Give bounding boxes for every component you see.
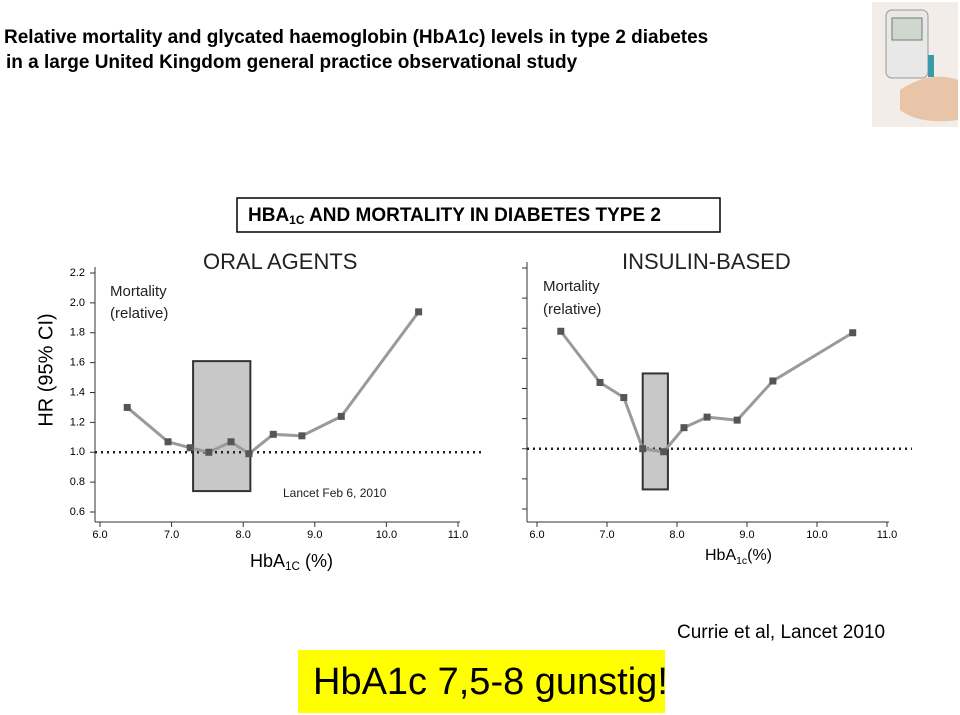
glucose-meter-photo <box>872 2 958 127</box>
annotation: Lancet Feb 6, 2010 <box>283 486 387 500</box>
x-label-sub: 1C <box>285 560 300 573</box>
y-tick-label: 2.0 <box>70 297 85 309</box>
chart-title: INSULIN-BASED <box>622 249 791 274</box>
data-point <box>205 448 213 456</box>
callout-box <box>298 650 665 713</box>
x-tick-label: 6.0 <box>529 529 544 541</box>
optimal-range-box <box>192 360 252 493</box>
y-tick-label: 2.2 <box>70 267 85 279</box>
data-point <box>639 445 647 453</box>
chart-title: ORAL AGENTS <box>203 249 357 274</box>
annotation: (relative) <box>543 301 601 318</box>
data-point <box>298 432 306 440</box>
annotation: Mortality <box>110 283 167 300</box>
x-tick-label: 7.0 <box>164 529 179 541</box>
y-tick-label: 0.8 <box>70 476 85 488</box>
citation: Currie et al, Lancet 2010 <box>677 622 885 643</box>
data-point <box>620 394 628 402</box>
data-point <box>245 450 253 458</box>
x-label-base: HbA <box>705 547 736 564</box>
data-point <box>680 424 688 432</box>
figure-title-box <box>236 197 721 233</box>
x-label-rest: (%) <box>300 551 333 571</box>
meter-screen <box>891 17 923 41</box>
title-base: HBA <box>248 205 289 226</box>
slide-title: Relative mortality and glycated haemoglo… <box>4 27 708 48</box>
x-axis-label: HbA1C (%) <box>250 551 333 573</box>
x-label-sub: 1c <box>736 556 747 567</box>
x-tick-label: 10.0 <box>376 529 397 541</box>
slide-title: in a large United Kingdom general practi… <box>6 52 578 73</box>
optimal-range-box <box>641 372 669 491</box>
strip <box>928 55 934 77</box>
x-tick-label: 7.0 <box>599 529 614 541</box>
figure-title: HBA1C AND MORTALITY IN DIABETES TYPE 2 <box>248 205 661 227</box>
y-tick-label: 1.6 <box>70 357 85 369</box>
series-line <box>126 310 420 456</box>
data-point <box>557 327 565 335</box>
series-line <box>559 330 854 454</box>
data-point <box>703 413 711 421</box>
y-tick-label: 1.4 <box>70 386 85 398</box>
data-point <box>596 378 604 386</box>
x-label-base: HbA <box>250 551 285 571</box>
data-point <box>733 416 741 424</box>
x-tick-label: 11.0 <box>877 529 898 541</box>
charts: ORAL AGENTS Mortality (relative) Lancet Feb… <box>35 249 912 573</box>
data-point <box>186 444 194 452</box>
y-tick-label: 1.8 <box>70 327 85 339</box>
x-tick-label: 8.0 <box>236 529 251 541</box>
data-point <box>415 308 423 316</box>
data-point <box>849 329 857 337</box>
hand <box>900 76 958 122</box>
x-tick-label: 9.0 <box>307 529 322 541</box>
data-point <box>269 430 277 438</box>
data-point <box>123 403 131 411</box>
y-tick-label: 0.6 <box>70 506 85 518</box>
data-point <box>227 438 235 446</box>
y-axis-label: HR (95% CI) <box>35 313 57 426</box>
x-label-rest: (%) <box>747 547 772 564</box>
y-tick-label: 1.0 <box>70 446 85 458</box>
data-point <box>337 412 345 420</box>
x-tick-label: 10.0 <box>806 529 827 541</box>
callout: HbA1c 7,5-8 gunstig! <box>313 661 668 703</box>
x-tick-label: 11.0 <box>448 529 469 541</box>
annotation: (relative) <box>110 305 168 322</box>
title-rest: AND MORTALITY IN DIABETES TYPE 2 <box>305 205 661 226</box>
annotation: Mortality <box>543 278 600 295</box>
data-point <box>769 377 777 385</box>
y-tick-label: 1.2 <box>70 416 85 428</box>
x-tick-label: 8.0 <box>669 529 684 541</box>
x-axis-label: HbA1c(%) <box>705 547 772 567</box>
data-point <box>660 448 668 456</box>
data-point <box>164 438 172 446</box>
x-tick-label: 9.0 <box>739 529 754 541</box>
title-sub: 1C <box>289 213 305 227</box>
x-tick-label: 6.0 <box>92 529 107 541</box>
